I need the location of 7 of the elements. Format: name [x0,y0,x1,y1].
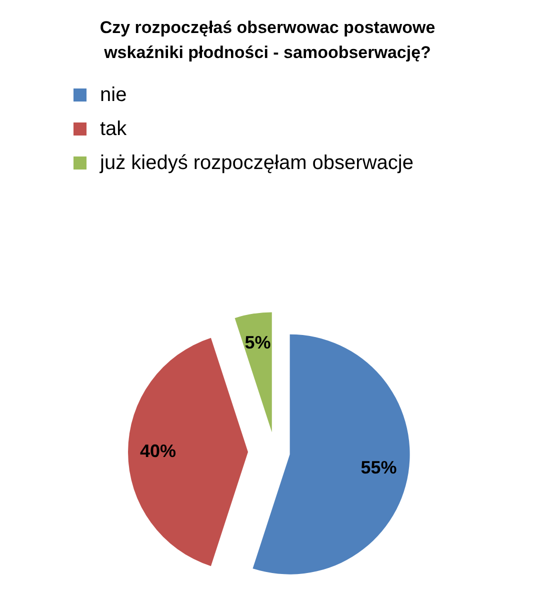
legend-label: tak [100,118,128,140]
data-label: 40% [140,441,176,461]
legend-label: już kiedyś rozpoczęłam obserwacje [99,152,414,174]
data-label: 5% [244,332,271,352]
legend-label: nie [100,84,127,106]
data-label: 55% [360,457,397,478]
chart-title: Czy rozpoczęłaś obserwowac postawowe wskaźniki płodności - samoobserwację? [100,18,436,62]
